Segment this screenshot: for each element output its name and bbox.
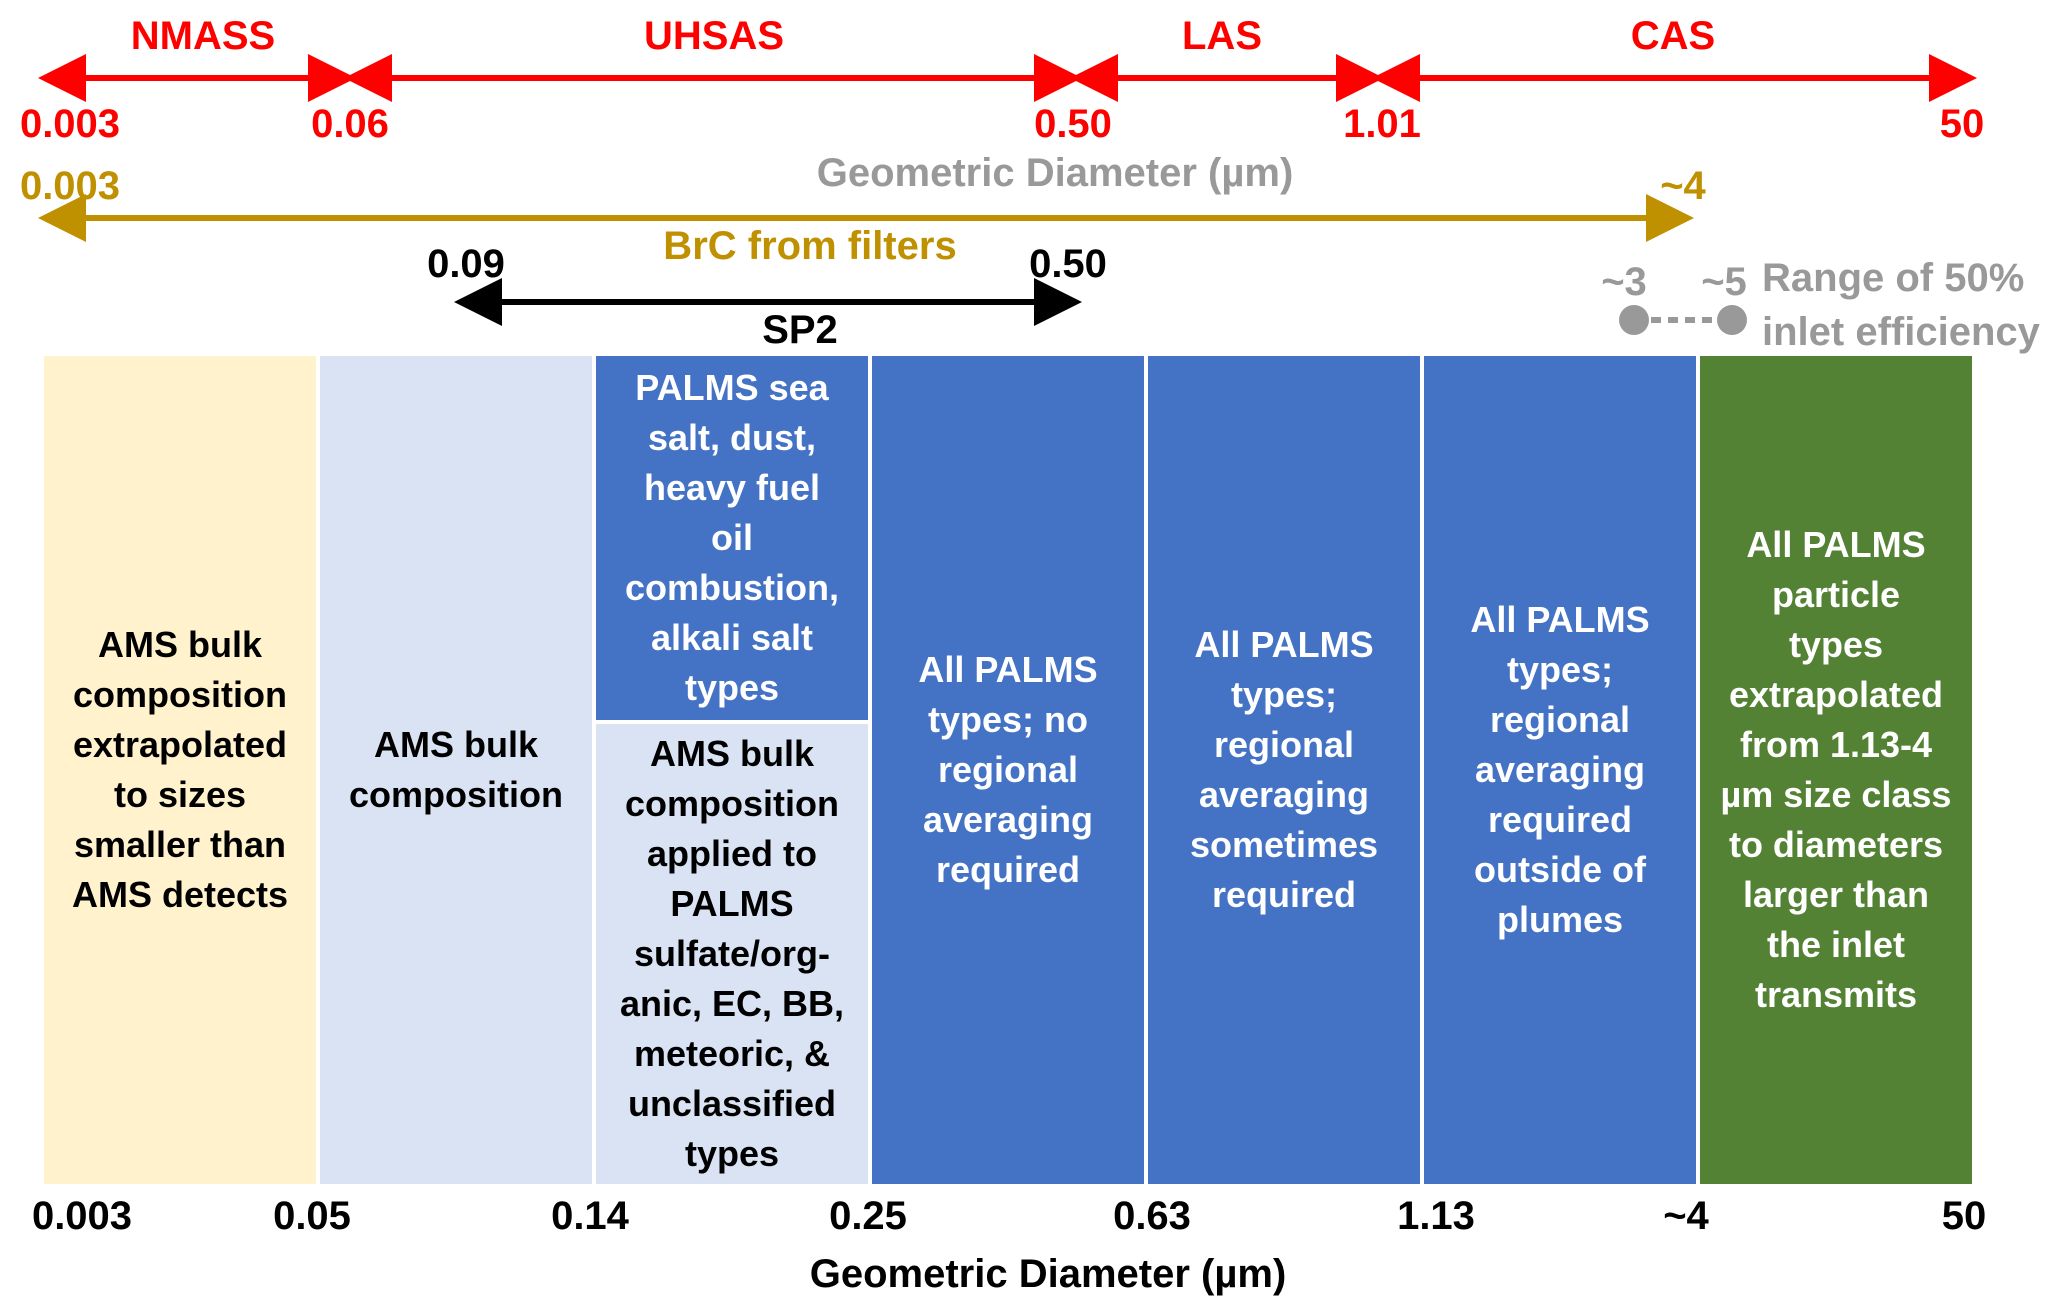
brc-start-label: 0.003: [19, 164, 121, 208]
instrument-tick: 1.01: [1343, 102, 1421, 146]
box-palms-extrapolated-large-text: All PALMS particle types extrapolated fr…: [1720, 524, 1952, 1015]
box-ams-bulk: AMS bulk composition: [320, 356, 592, 1184]
bottom-tick: 1.13: [1397, 1194, 1475, 1238]
brc-label: BrC from filters: [663, 224, 957, 268]
inlet-low-label: ~3: [1601, 260, 1647, 304]
brc-end-label: ~4: [1660, 164, 1706, 208]
bottom-tick: ~4: [1663, 1194, 1709, 1238]
box-ams-bulk-text: AMS bulk composition: [349, 724, 563, 815]
instrument-tick: 0.50: [1034, 102, 1112, 146]
instrument-tick: 0.003: [19, 102, 121, 146]
box-palms-sea-salt: PALMS sea salt, dust, heavy fuel oil com…: [596, 356, 868, 720]
sp2-label: SP2: [762, 308, 838, 352]
nmass-label: NMASS: [130, 14, 276, 58]
box-palms-extrapolated-large: All PALMS particle types extrapolated fr…: [1700, 356, 1972, 1184]
box-palms-sometimes-averaging: All PALMS types; regional averaging some…: [1148, 356, 1420, 1184]
box-ams-applied-palms: AMS bulk composition applied to PALMS su…: [596, 724, 868, 1184]
bottom-tick: 0.003: [31, 1194, 133, 1238]
inlet-label-line2: inlet efficiency: [1762, 310, 2040, 354]
box-palms-no-averaging-text: All PALMS types; no regional averaging r…: [918, 649, 1098, 890]
box-palms-sometimes-averaging-text: All PALMS types; regional averaging some…: [1189, 624, 1379, 915]
bottom-tick: 0.25: [829, 1194, 907, 1238]
inlet-high-marker: [1717, 305, 1747, 335]
inlet-high-label: ~5: [1701, 260, 1747, 304]
box-palms-sea-salt-text: PALMS sea salt, dust, heavy fuel oil com…: [625, 367, 839, 708]
cas-label: CAS: [1630, 14, 1716, 58]
sp2-end-label: 0.50: [1029, 242, 1107, 286]
bottom-axis-label: Geometric Diameter (µm): [809, 1252, 1287, 1296]
bottom-tick: 0.05: [273, 1194, 351, 1238]
bottom-tick: 0.63: [1113, 1194, 1191, 1238]
box-palms-averaging-outside-plumes-text: All PALMS types; regional averaging requ…: [1470, 599, 1650, 940]
sp2-start-label: 0.09: [427, 242, 505, 286]
box-ams-applied-palms-text: AMS bulk composition applied to PALMS su…: [619, 733, 845, 1174]
box-ams-extrapolated-text: AMS bulk composition extrapolated to siz…: [71, 624, 289, 915]
top-axis-label: Geometric Diameter (µm): [816, 151, 1294, 195]
bottom-tick: 0.14: [551, 1194, 629, 1238]
instrument-tick: 50: [1939, 102, 1985, 146]
box-ams-extrapolated: AMS bulk composition extrapolated to siz…: [44, 356, 316, 1184]
las-label: LAS: [1182, 14, 1262, 58]
uhsas-label: UHSAS: [643, 14, 785, 58]
box-palms-averaging-outside-plumes: All PALMS types; regional averaging requ…: [1424, 356, 1696, 1184]
inlet-low-marker: [1619, 305, 1649, 335]
bottom-tick: 50: [1941, 1194, 1987, 1238]
instrument-tick: 0.06: [311, 102, 389, 146]
inlet-label-line1: Range of 50%: [1762, 256, 2025, 300]
box-palms-no-averaging: All PALMS types; no regional averaging r…: [872, 356, 1144, 1184]
